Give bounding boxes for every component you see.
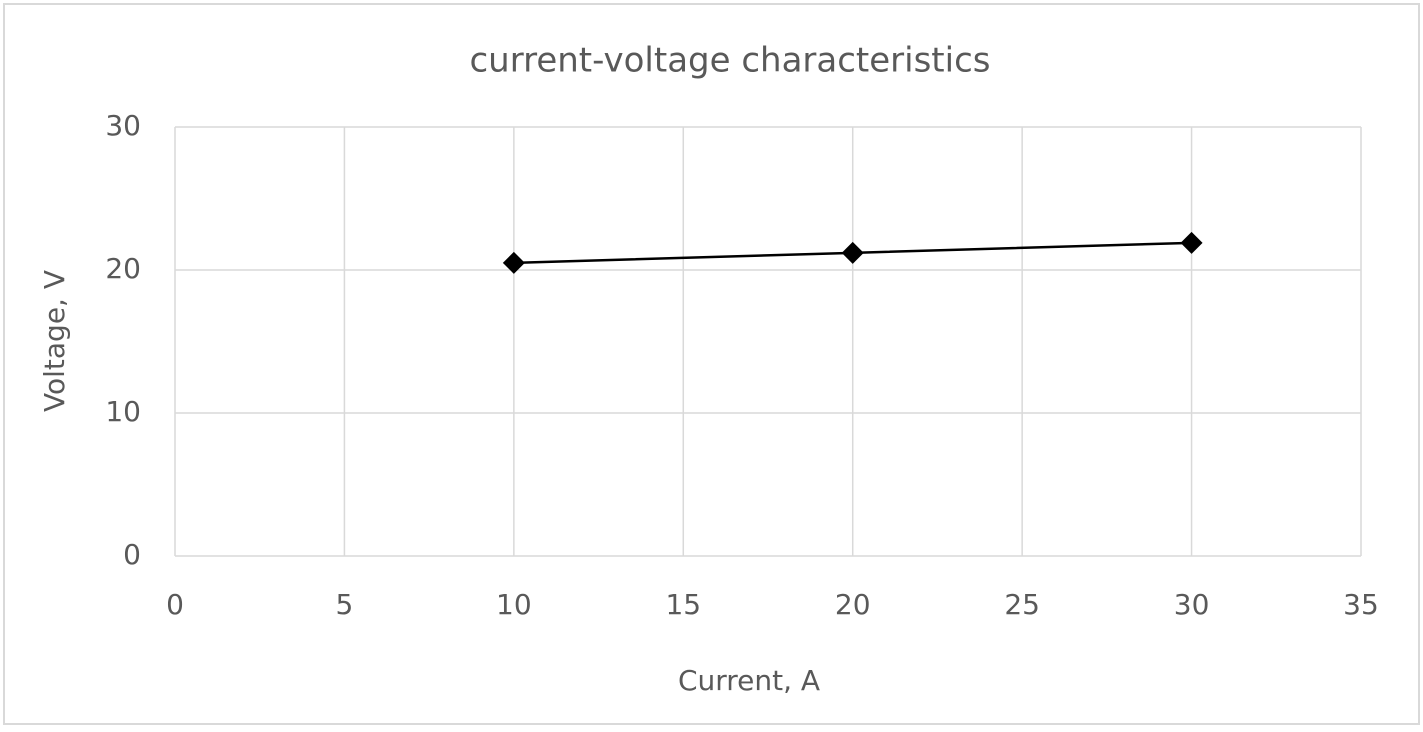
chart-border	[3, 3, 1420, 725]
x-tick-label: 10	[496, 588, 532, 621]
x-tick-label: 30	[1174, 588, 1210, 621]
y-tick-label: 20	[105, 252, 141, 285]
x-tick-label: 0	[166, 588, 184, 621]
y-tick-label: 0	[123, 538, 141, 571]
y-axis-label: Voltage, V	[38, 270, 71, 412]
x-tick-label: 35	[1343, 588, 1379, 621]
data-point	[1180, 231, 1203, 254]
y-tick-label: 30	[105, 109, 141, 142]
x-axis-label: Current, A	[678, 664, 820, 697]
data-point	[502, 251, 525, 274]
x-tick-label: 5	[336, 588, 354, 621]
x-tick-label: 20	[835, 588, 871, 621]
x-tick-label: 25	[1004, 588, 1040, 621]
y-tick-label: 10	[105, 395, 141, 428]
x-tick-label: 15	[665, 588, 701, 621]
data-point	[841, 241, 864, 264]
chart-title: current-voltage characteristics	[469, 41, 990, 81]
